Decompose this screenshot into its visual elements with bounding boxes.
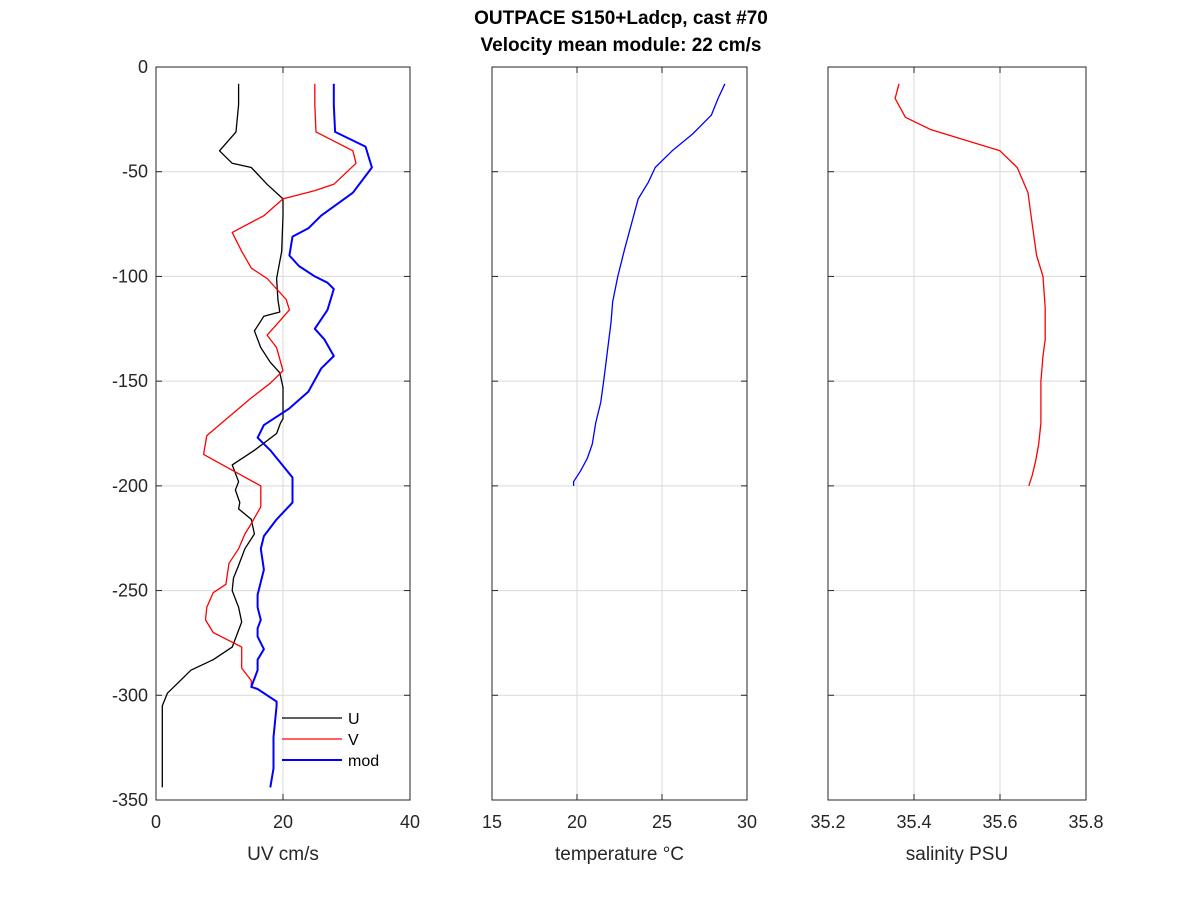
y-tick-label: -50: [122, 162, 148, 182]
uv-series-mod-line: [250, 83, 373, 788]
temperature-x-tick-label: 20: [567, 812, 587, 832]
uv-x-tick-label: 0: [151, 812, 161, 832]
temperature-plot-area: [492, 67, 747, 800]
uv-series-v-line: [202, 83, 357, 687]
legend-label-mod: mod: [348, 753, 379, 770]
y-tick-label: -350: [112, 790, 148, 810]
salinity-axes-box: [827, 66, 1087, 801]
salinity-x-axis-label: salinity PSU: [906, 844, 1008, 865]
salinity-x-tick-label: 35.6: [982, 812, 1017, 832]
legend-label-u: U: [348, 711, 360, 728]
y-tick-label: -250: [112, 581, 148, 601]
temperature-x-tick-label: 25: [652, 812, 672, 832]
chart-title-line2: Velocity mean module: 22 cm/s: [481, 35, 762, 56]
salinity-x-tick-label: 35.8: [1068, 812, 1103, 832]
salinity-x-tick-label: 35.2: [810, 812, 845, 832]
y-tick-label: -150: [112, 371, 148, 391]
temperature-x-tick-label: 15: [482, 812, 502, 832]
panel-uv: 0 20 40 0 -50 -100 -150 -200 -250 -300 -350 UV cm/s…: [112, 57, 420, 865]
uv-x-tick-label: 40: [400, 812, 420, 832]
temperature-axes-box: [491, 66, 748, 801]
uv-series-u-line: [161, 83, 284, 788]
y-tick-label: 0: [138, 57, 148, 77]
uv-x-tick-label: 20: [273, 812, 293, 832]
temperature-x-tick-label: 30: [737, 812, 757, 832]
temperature-x-axis-label: temperature °C: [555, 844, 684, 865]
y-tick-label: -100: [112, 266, 148, 286]
uv-x-axis-label: UV cm/s: [247, 844, 319, 865]
y-tick-label: -200: [112, 476, 148, 496]
panel-salinity: 35.2 35.4 35.6 35.8 salinity PSU: [810, 66, 1104, 865]
chart-title-line1: OUTPACE S150+Ladcp, cast #70: [474, 8, 768, 29]
salinity-plot-area: [828, 67, 1086, 800]
salinity-x-tick-label: 35.4: [896, 812, 931, 832]
legend-label-v: V: [348, 732, 359, 749]
panel-temperature: 15 20 25 30 temperature °C: [482, 66, 757, 865]
salinity-series-salinity-line: [894, 83, 1046, 487]
temperature-series-temperature-line: [572, 83, 726, 486]
y-tick-label: -300: [112, 685, 148, 705]
